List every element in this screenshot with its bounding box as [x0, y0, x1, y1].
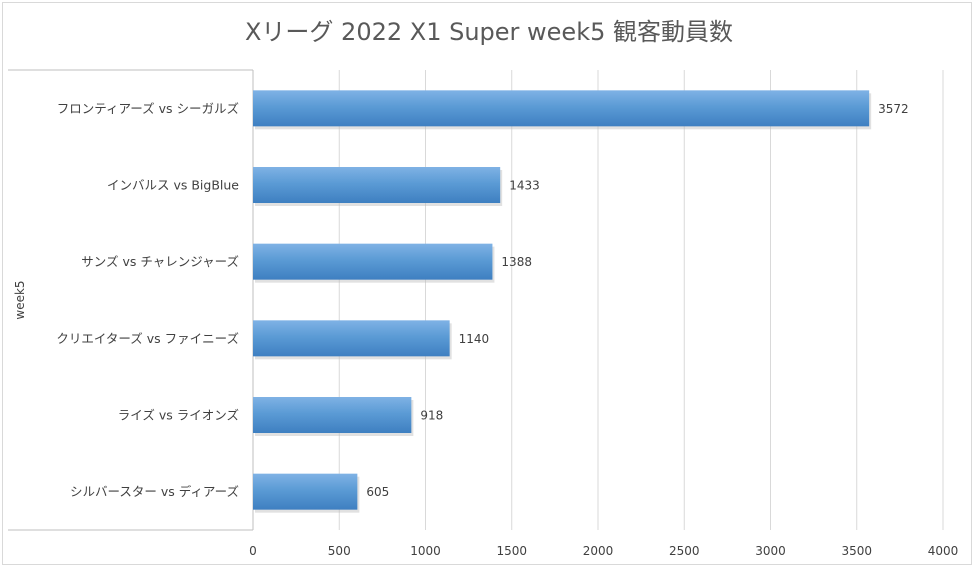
data-label: 1140 [459, 332, 490, 346]
x-tick-label: 0 [249, 544, 257, 558]
x-tick-label: 1000 [410, 544, 441, 558]
data-label: 1388 [501, 255, 532, 269]
data-label: 605 [366, 485, 389, 499]
data-label: 3572 [878, 102, 909, 116]
x-tick-label: 1500 [496, 544, 527, 558]
bar [253, 243, 493, 280]
bar [253, 473, 358, 510]
bar [253, 397, 412, 433]
y-axis-title: week5 [13, 280, 27, 319]
bar [253, 167, 501, 203]
x-tick-label: 500 [328, 544, 351, 558]
category-label: クリエイターズ vs ファイニーズ [56, 331, 239, 346]
category-label: フロンティアーズ vs シーガルズ [57, 101, 239, 116]
category-label: インバルス vs BigBlue [107, 178, 239, 193]
x-tick-label: 2500 [669, 544, 700, 558]
x-tick-label: 3500 [841, 544, 872, 558]
category-label: サンズ vs チャレンジャーズ [81, 254, 239, 269]
category-label: ライズ vs ライオンズ [118, 408, 239, 423]
x-tick-label: 3000 [755, 544, 786, 558]
data-label: 918 [420, 409, 443, 423]
bar [253, 320, 450, 357]
x-tick-label: 4000 [928, 544, 959, 558]
chart-title: Xリーグ 2022 X1 Super week5 観客動員数 [244, 18, 733, 46]
bar [253, 90, 870, 127]
data-label: 1433 [509, 179, 540, 193]
x-tick-label: 2000 [583, 544, 614, 558]
category-label: シルバースター vs ディアーズ [70, 484, 239, 499]
